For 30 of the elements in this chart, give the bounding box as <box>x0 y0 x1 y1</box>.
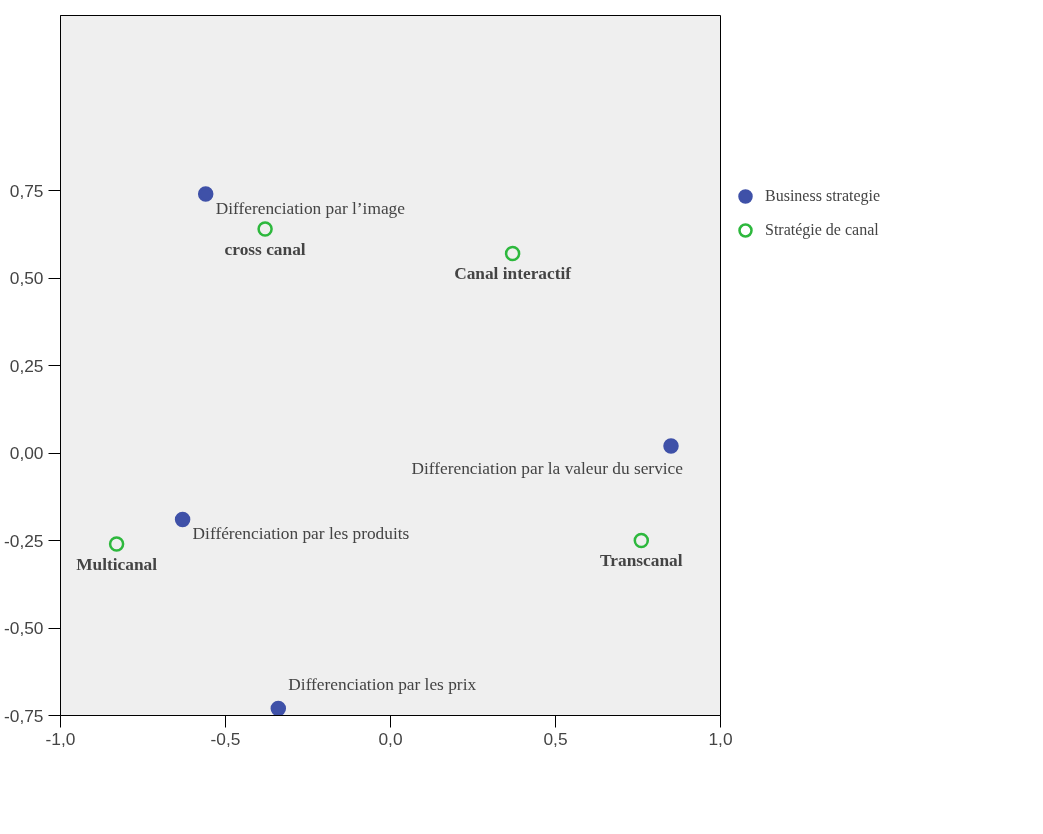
x-tick-label: 0,0 <box>378 728 403 749</box>
point <box>663 438 679 454</box>
data-label: Differenciation par l’image <box>215 198 406 218</box>
legend-label: Business strategie <box>765 187 881 205</box>
data-label: Différenciation par les produits <box>192 524 410 543</box>
point <box>257 221 273 237</box>
legend-label: Stratégie de canal <box>765 221 879 239</box>
data-label: Transcanal <box>600 551 683 570</box>
data-label: Canal interactif <box>454 264 572 283</box>
x-tick-label: -0,5 <box>210 728 241 749</box>
point <box>270 700 287 716</box>
data-label: cross canal <box>224 239 306 259</box>
point <box>633 532 650 549</box>
y-tick-label: -0,75 <box>4 705 44 726</box>
point <box>504 245 521 262</box>
point <box>108 536 125 552</box>
point <box>174 511 191 528</box>
data-label: Differenciation par la valeur du service <box>411 458 684 478</box>
point <box>197 186 214 202</box>
y-tick-label: -0,25 <box>4 530 44 551</box>
x-tick-label: 0,5 <box>543 728 568 749</box>
y-tick-label: 0,50 <box>9 268 44 288</box>
x-tick-label: -1,0 <box>45 728 76 749</box>
data-label: Multicanal <box>76 554 158 574</box>
data-label: Differenciation par les prix <box>288 675 477 694</box>
y-tick-label: 0,25 <box>9 355 44 376</box>
y-tick-label: -0,50 <box>4 618 44 638</box>
y-tick-label: 0,00 <box>9 443 44 463</box>
x-tick-label: 1,0 <box>708 728 733 749</box>
y-tick-label: 0,75 <box>9 180 44 201</box>
